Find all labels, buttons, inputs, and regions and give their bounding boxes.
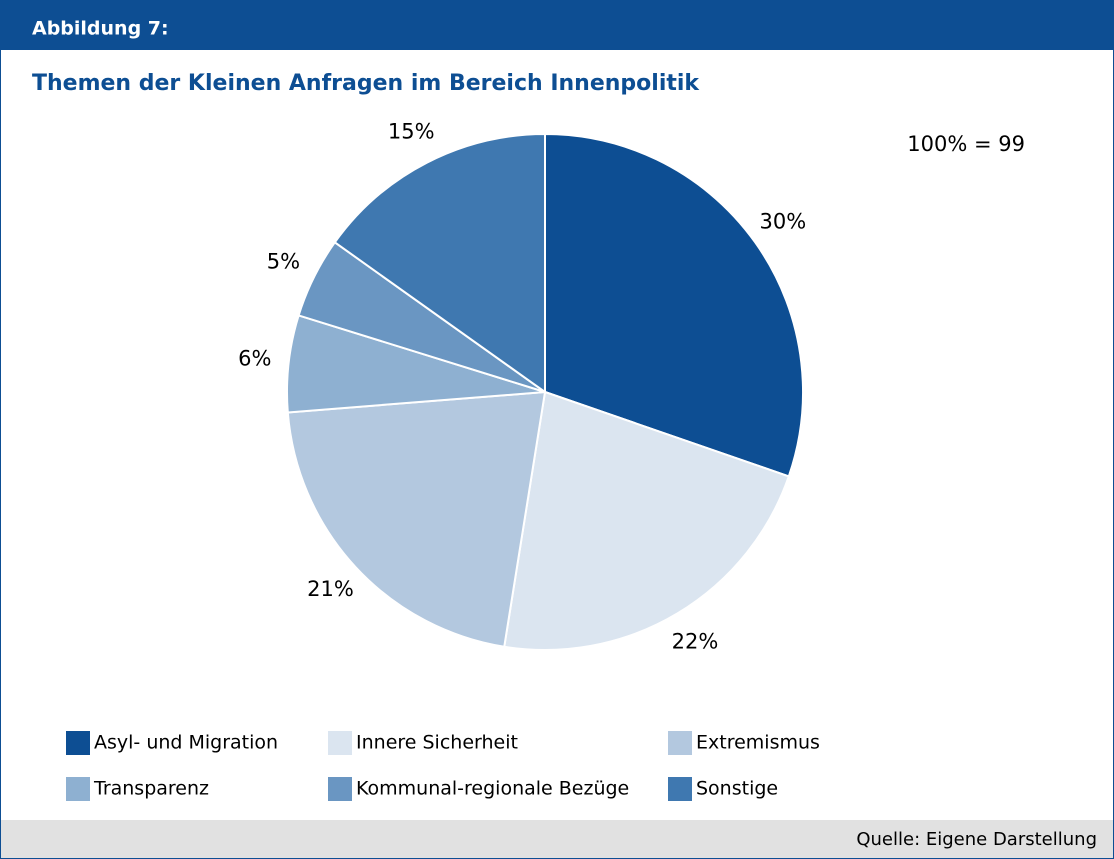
legend-swatch <box>328 777 352 801</box>
pie-slice <box>286 390 547 648</box>
data-label: 30% <box>760 210 807 234</box>
data-label: 6% <box>238 347 271 371</box>
legend-label: Asyl- und Migration <box>94 732 278 754</box>
pie-slice <box>503 390 791 651</box>
legend-swatch <box>328 731 352 755</box>
legend-label: Kommunal-regionale Bezüge <box>356 778 629 800</box>
chart-title: Themen der Kleinen Anfragen im Bereich I… <box>32 71 700 96</box>
annotation: 100% = 99 <box>907 132 1025 156</box>
legend-swatch <box>668 777 692 801</box>
footer-bar <box>1 820 1113 858</box>
legend-swatch <box>66 777 90 801</box>
source: Quelle: Eigene Darstellung <box>856 829 1097 850</box>
data-label: 21% <box>307 577 354 601</box>
legend-label: Sonstige <box>696 778 778 800</box>
legend-swatch <box>668 731 692 755</box>
data-label: 5% <box>267 249 300 273</box>
pie-slice <box>333 132 546 394</box>
header: Abbildung 7: <box>32 18 169 40</box>
data-label: 22% <box>672 630 719 654</box>
legend-label: Transparenz <box>93 778 209 800</box>
data-label: 15% <box>388 119 435 143</box>
pie-slice <box>544 132 804 478</box>
legend-label: Extremismus <box>696 732 820 754</box>
legend-swatch <box>66 731 90 755</box>
header-bar <box>0 0 1114 50</box>
legend-label: Innere Sicherheit <box>356 732 518 754</box>
